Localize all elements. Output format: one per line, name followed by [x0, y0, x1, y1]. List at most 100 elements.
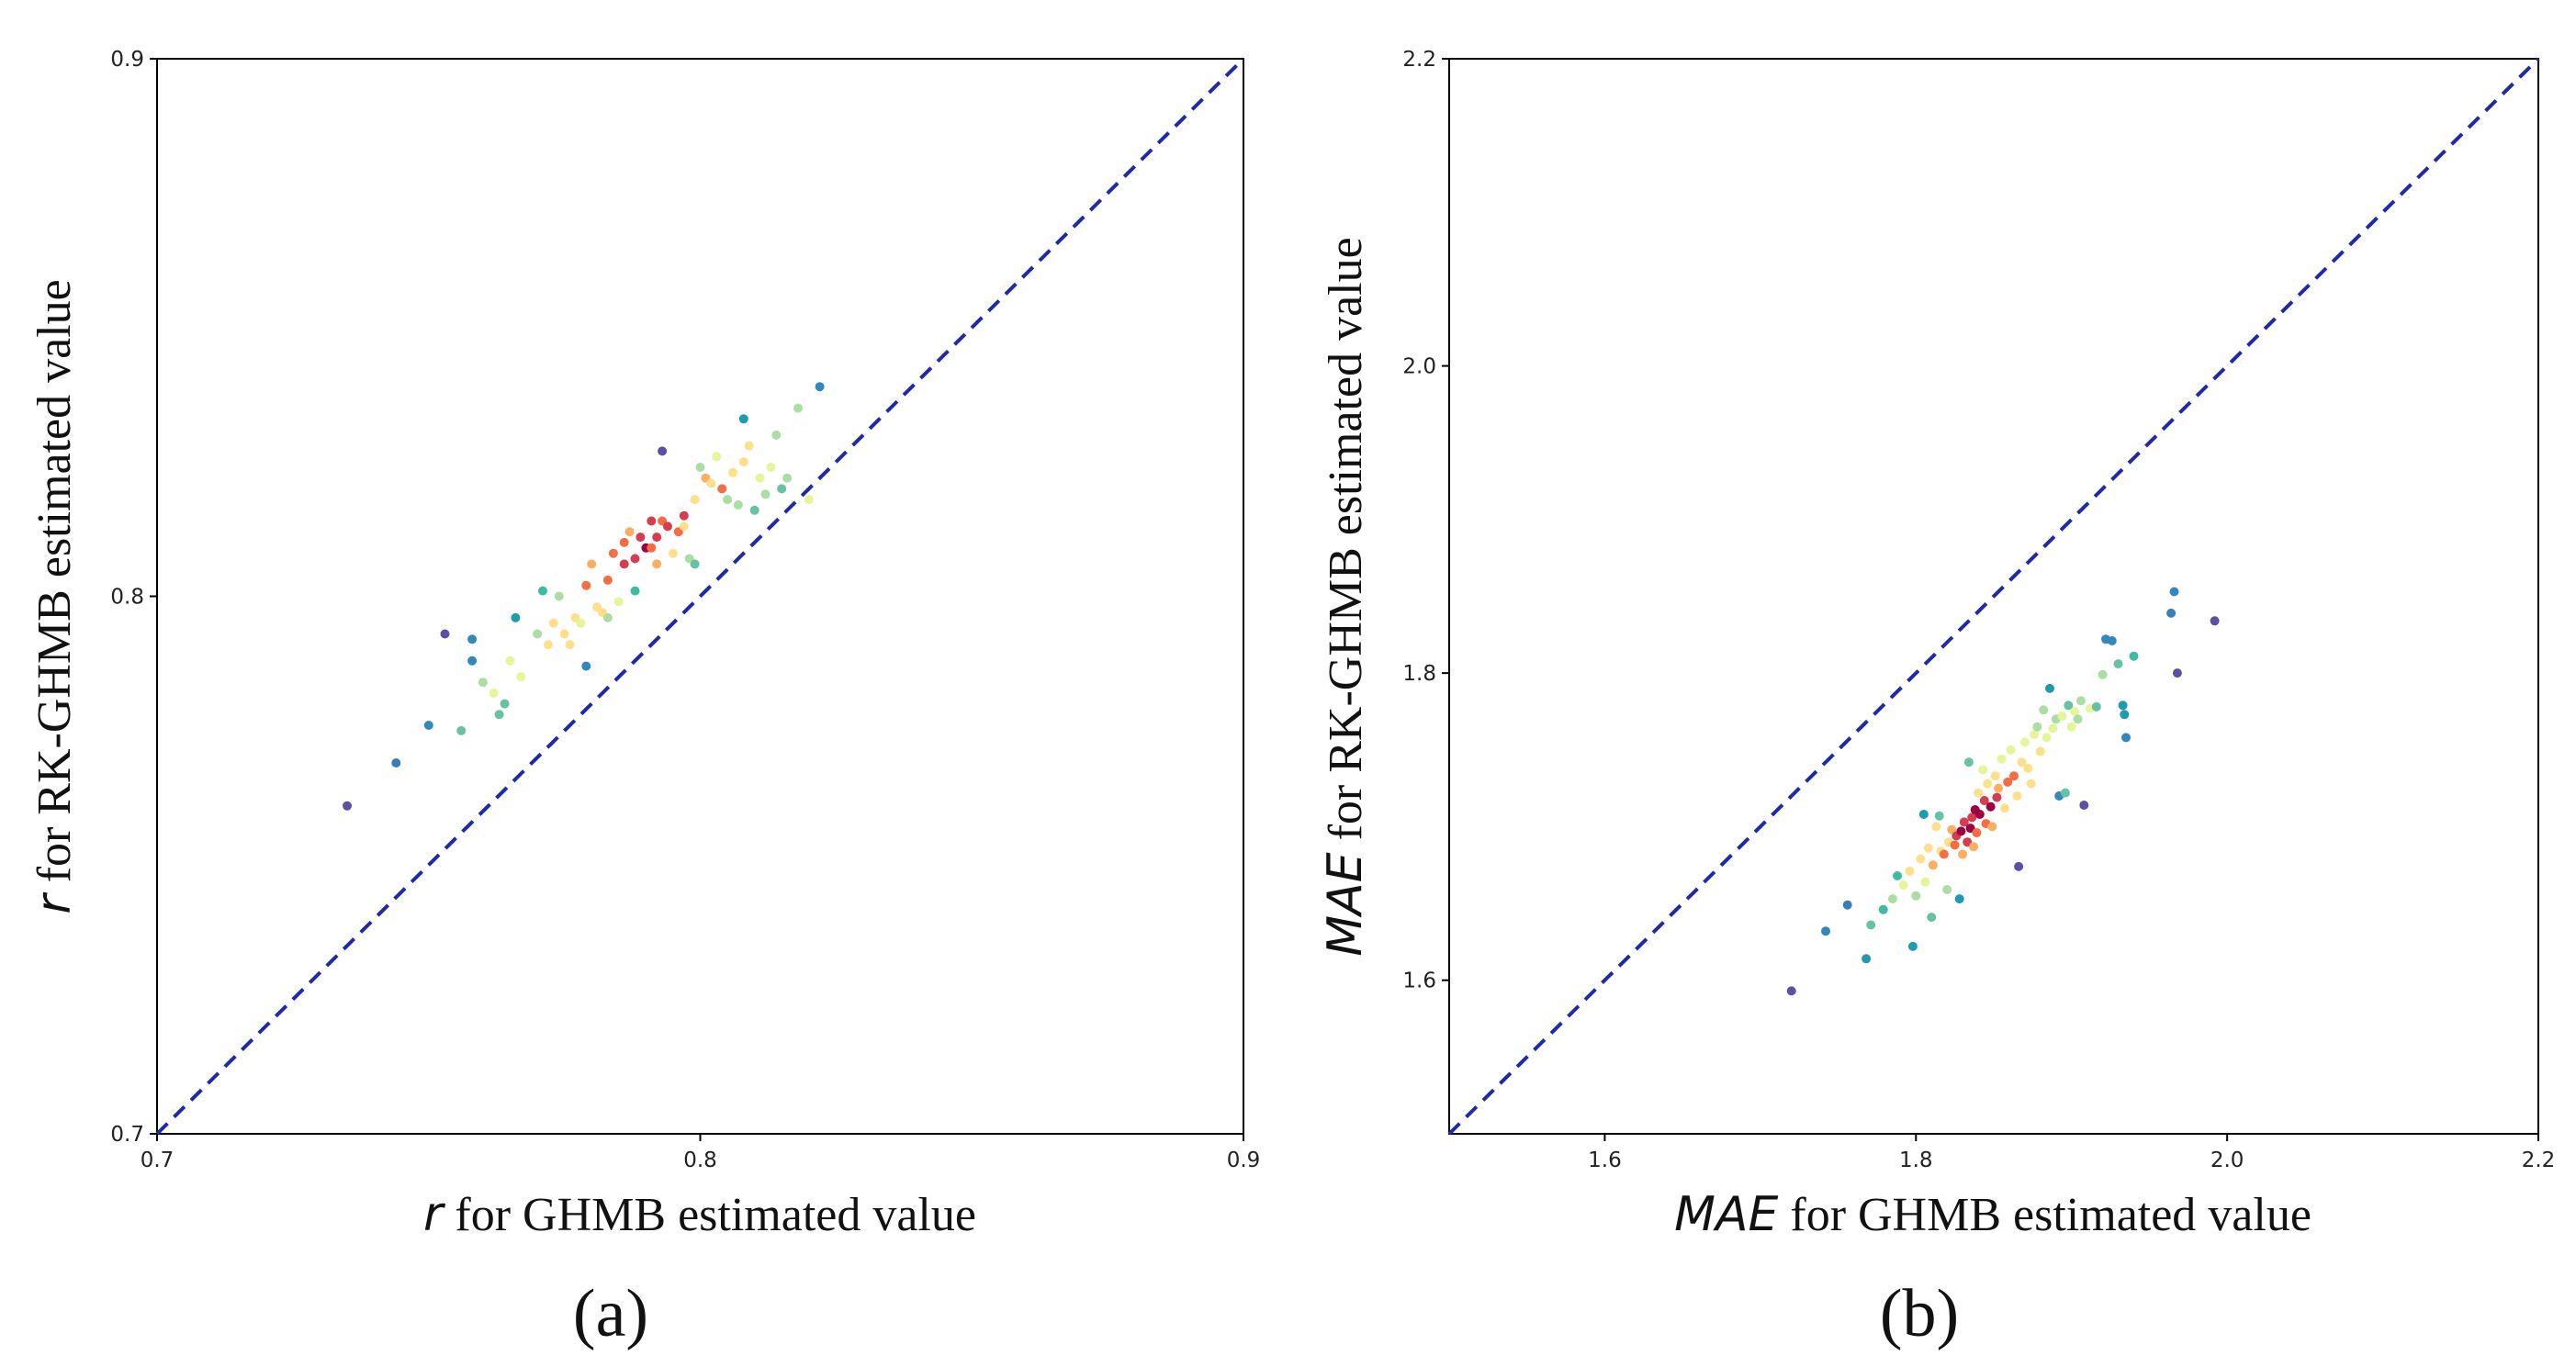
plot-area-b	[1448, 58, 2539, 1135]
scatter-point-b	[2045, 683, 2054, 693]
scatter-point-a	[815, 382, 825, 392]
y-tick-label-a: 0.7	[110, 1123, 144, 1147]
scatter-point-a	[782, 473, 793, 483]
scatter-point-b	[1999, 803, 2009, 813]
scatter-point-b	[2048, 723, 2058, 734]
scatter-point-b	[2066, 722, 2076, 732]
scatter-point-a	[647, 516, 657, 526]
scatter-point-b	[1905, 866, 1915, 876]
scatter-point-b	[1985, 801, 1996, 812]
x-axis-label-text-b: for GHMB estimated value	[1778, 1189, 2312, 1241]
scatter-point-a	[744, 441, 754, 451]
scatter-point-b	[2166, 608, 2177, 618]
scatter-point-a	[456, 725, 467, 735]
scatter-point-b	[1898, 880, 1908, 890]
reference-line-b	[1447, 57, 2540, 1136]
scatter-point-b	[1907, 941, 1918, 951]
scatter-point-a	[760, 489, 771, 499]
scatter-point-a	[766, 463, 776, 472]
x-tick-label-b: 2.0	[2210, 1149, 2244, 1172]
scatter-point-b	[1911, 891, 1921, 901]
scatter-point-b	[1920, 877, 1930, 887]
scatter-point-a	[581, 661, 591, 671]
scatter-point-a	[619, 537, 629, 547]
scatter-point-a	[723, 495, 733, 505]
scatter-point-b	[2064, 700, 2074, 711]
scatter-point-b	[2098, 669, 2108, 679]
scatter-point-a	[559, 629, 569, 639]
scatter-point-b	[1967, 812, 1977, 823]
scatter-point-a	[804, 495, 814, 505]
y-axis-label-a: r for RK-GHMB estimated value	[27, 279, 82, 913]
scatter-point-b	[1954, 894, 1964, 904]
y-tick-label-b: 2.2	[1402, 48, 1436, 72]
scatter-point-b	[1862, 954, 1872, 964]
scatter-point-b	[2169, 587, 2179, 597]
scatter-point-a	[647, 543, 657, 553]
x-tick-label-a: 0.8	[683, 1149, 717, 1172]
scatter-point-b	[2012, 791, 2022, 801]
panel-a: 0.7 0.8 0.9 0.7 0.8 0.9 r for GHMB estimated …	[27, 48, 1260, 1351]
scatter-point-a	[733, 500, 743, 510]
scatter-point-a	[538, 586, 547, 596]
scatter-point-b	[1963, 757, 1974, 768]
scatter-point-a	[793, 403, 803, 413]
scatter-point-a	[663, 521, 672, 532]
scatter-point-b	[1990, 771, 2000, 781]
scatter-point-a	[630, 554, 640, 564]
scatter-point-b	[1842, 900, 1852, 910]
scatter-point-a	[494, 710, 504, 720]
scatter-point-a	[505, 655, 515, 666]
scatter-point-a	[602, 575, 613, 585]
scatter-point-b	[2057, 712, 2067, 721]
scatter-point-b	[1992, 792, 2002, 802]
x-tick-label-b: 2.2	[2522, 1149, 2556, 1172]
scatter-point-b	[1994, 783, 2004, 793]
scatter-point-a	[690, 559, 700, 569]
scatter-point-b	[2035, 746, 2045, 756]
scatter-point-b	[1979, 796, 1989, 805]
scatter-point-b	[1942, 885, 1952, 894]
scatter-point-a	[613, 597, 624, 607]
scatter-point-b	[1786, 986, 1796, 996]
scatter-point-b	[1878, 904, 1888, 914]
scatter-point-b	[2121, 733, 2131, 743]
scatter-point-a	[695, 463, 705, 472]
x-axis-label-text-a: for GHMB estimated value	[443, 1189, 976, 1241]
scatter-point-b	[2129, 651, 2139, 661]
y-axis-label-var-a: r	[27, 891, 82, 914]
scatter-point-b	[1987, 822, 1997, 832]
scatter-point-b	[1950, 840, 1960, 850]
y-axis-label-text-b: for RK-GHMB estimated value	[1320, 237, 1372, 852]
scatter-point-a	[630, 586, 640, 596]
scatter-point-a	[658, 446, 668, 456]
scatter-point-b	[2210, 616, 2220, 626]
scatter-point-b	[1974, 810, 1985, 819]
scatter-point-b	[2006, 745, 2016, 755]
panel-caption-b: (b)	[1880, 1276, 1959, 1351]
scatter-point-a	[712, 452, 722, 462]
ticks-a: 0.7 0.8 0.9 0.7 0.8 0.9	[110, 48, 1260, 1172]
scatter-point-b	[1969, 842, 1978, 852]
scatter-point-a	[624, 527, 635, 537]
scatter-point-a	[738, 457, 748, 467]
scatter-point-b	[2030, 730, 2040, 740]
scatter-point-a	[602, 612, 613, 622]
y-tick-label-a: 0.9	[110, 48, 144, 72]
scatter-point-b	[1918, 810, 1929, 819]
y-axis-label-text-a: for RK-GHMB estimated value	[28, 279, 81, 894]
ticks-b: 1.6 1.8 2.0 2.2 1.6 1.8 2.0 2.2	[1402, 48, 2555, 1172]
scatter-point-b	[1997, 754, 2007, 764]
scatter-point-a	[706, 478, 716, 488]
x-tick-label-a: 0.7	[141, 1149, 174, 1172]
scatter-point-a	[652, 532, 662, 543]
scatter-point-b	[1959, 817, 1969, 827]
x-tick-label-b: 1.8	[1899, 1149, 1933, 1172]
scatter-point-b	[2118, 700, 2128, 711]
x-axis-label-var-a: r	[423, 1187, 446, 1242]
y-tick-label-b: 1.6	[1402, 969, 1436, 993]
scatter-point-b	[1887, 894, 1897, 904]
x-axis-label-var-b: MAE	[1674, 1187, 1778, 1242]
scatter-point-a	[440, 629, 450, 639]
